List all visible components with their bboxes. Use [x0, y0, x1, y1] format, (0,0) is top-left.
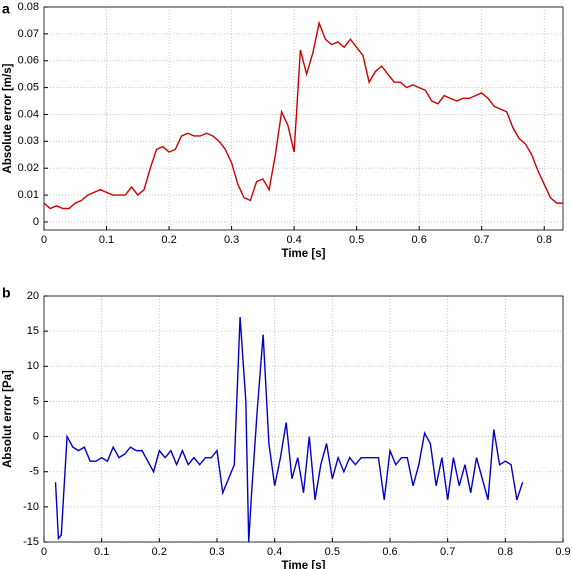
x-tick-label: 0.2	[152, 546, 167, 558]
x-tick-label: 0.1	[94, 546, 109, 558]
y-tick-label: -5	[29, 466, 39, 478]
plot-area	[44, 7, 563, 230]
y-tick-label: 15	[27, 325, 39, 337]
y-tick-label: 0	[33, 216, 39, 228]
x-tick-label: 0.5	[349, 234, 364, 246]
y-tick-label: -15	[23, 536, 39, 548]
y-tick-label: 20	[27, 290, 39, 302]
y-tick-label: 0.02	[18, 162, 39, 174]
y-tick-label: 0	[33, 430, 39, 442]
y-tick-label: 0.03	[18, 135, 39, 147]
y-tick-label: 0.07	[18, 28, 39, 40]
y-tick-label: 0.05	[18, 82, 39, 94]
y-tick-label: 0.06	[18, 55, 39, 67]
y-tick-label: 5	[33, 395, 39, 407]
x-tick-label: 0	[41, 234, 47, 246]
x-tick-label: 0.3	[209, 546, 224, 558]
plot-frame	[43, 295, 564, 543]
panel-label: b	[2, 285, 11, 301]
x-tick-label: 0.7	[440, 546, 455, 558]
x-tick-label: 0.4	[267, 546, 282, 558]
x-tick-label: 0.7	[474, 234, 489, 246]
x-tick-label: 0.2	[161, 234, 176, 246]
y-tick-label: 0.04	[18, 108, 39, 120]
x-tick-label: 0.9	[555, 546, 570, 558]
x-axis-label: Time [s]	[282, 560, 326, 569]
y-axis-label: Absolute error [m/s]	[2, 63, 14, 173]
x-tick-label: 0.6	[382, 546, 397, 558]
x-tick-label: 0.1	[99, 234, 114, 246]
x-tick-label: 0.3	[224, 234, 239, 246]
y-tick-label: 10	[27, 360, 39, 372]
y-tick-label: -10	[23, 501, 39, 513]
y-tick-label: 0.01	[18, 189, 39, 201]
plot-area	[44, 296, 563, 542]
data-line	[54, 317, 524, 543]
x-tick-label: 0.5	[325, 546, 340, 558]
x-tick-label: 0	[41, 546, 47, 558]
x-axis-label: Time [s]	[282, 248, 326, 260]
x-tick-label: 0.8	[498, 546, 513, 558]
plot-frame	[43, 6, 564, 231]
data-line	[43, 20, 563, 210]
x-tick-label: 0.4	[286, 234, 301, 246]
x-tick-label: 0.6	[412, 234, 427, 246]
y-tick-label: 0.08	[18, 1, 39, 13]
panel-label: a	[2, 1, 10, 17]
x-tick-label: 0.8	[537, 234, 552, 246]
y-axis-label: Absolut error [Pa]	[2, 370, 14, 468]
